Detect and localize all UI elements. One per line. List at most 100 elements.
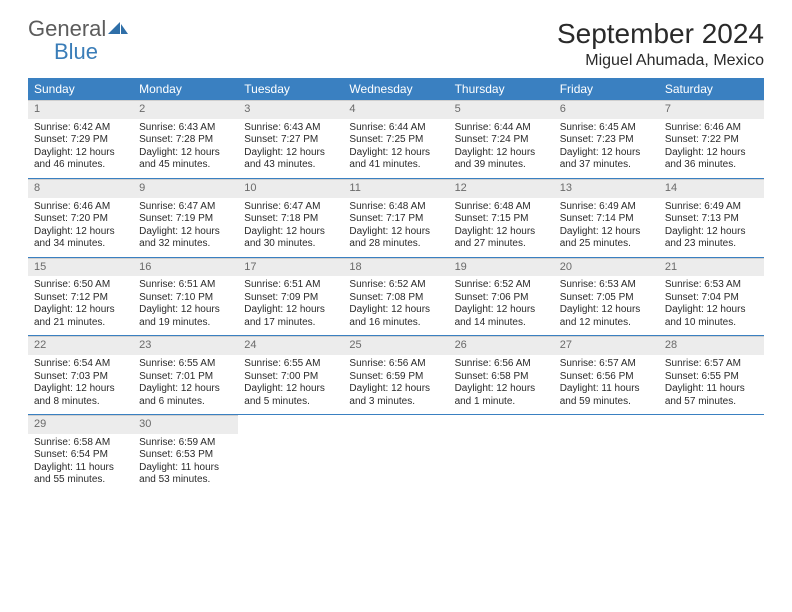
day-number: 24 xyxy=(238,336,343,355)
calendar-cell xyxy=(343,415,448,493)
daylight-text-1: Daylight: 11 hours xyxy=(560,383,653,396)
calendar: Sunday Monday Tuesday Wednesday Thursday… xyxy=(28,78,764,493)
day-number: 22 xyxy=(28,336,133,355)
sunrise-text: Sunrise: 6:43 AM xyxy=(139,122,232,135)
daylight-text-1: Daylight: 11 hours xyxy=(665,383,758,396)
daylight-text-2: and 28 minutes. xyxy=(349,238,442,251)
sunset-text: Sunset: 7:03 PM xyxy=(34,371,127,384)
sunrise-text: Sunrise: 6:46 AM xyxy=(34,201,127,214)
daylight-text-1: Daylight: 12 hours xyxy=(455,304,548,317)
calendar-cell: 8Sunrise: 6:46 AMSunset: 7:20 PMDaylight… xyxy=(28,179,133,257)
day-number: 14 xyxy=(659,179,764,198)
daylight-text-1: Daylight: 12 hours xyxy=(560,147,653,160)
daylight-text-1: Daylight: 12 hours xyxy=(244,383,337,396)
day-header: Wednesday xyxy=(343,78,448,100)
day-body: Sunrise: 6:50 AMSunset: 7:12 PMDaylight:… xyxy=(28,276,133,335)
calendar-cell: 14Sunrise: 6:49 AMSunset: 7:13 PMDayligh… xyxy=(659,179,764,257)
daylight-text-2: and 17 minutes. xyxy=(244,317,337,330)
calendar-cell: 5Sunrise: 6:44 AMSunset: 7:24 PMDaylight… xyxy=(449,100,554,178)
calendar-cell xyxy=(238,415,343,493)
sunset-text: Sunset: 7:25 PM xyxy=(349,134,442,147)
daylight-text-1: Daylight: 12 hours xyxy=(455,147,548,160)
day-number: 2 xyxy=(133,100,238,119)
calendar-cell: 21Sunrise: 6:53 AMSunset: 7:04 PMDayligh… xyxy=(659,258,764,336)
sunrise-text: Sunrise: 6:55 AM xyxy=(244,358,337,371)
day-number: 1 xyxy=(28,100,133,119)
calendar-week: 1Sunrise: 6:42 AMSunset: 7:29 PMDaylight… xyxy=(28,100,764,179)
sunset-text: Sunset: 6:59 PM xyxy=(349,371,442,384)
day-body: Sunrise: 6:54 AMSunset: 7:03 PMDaylight:… xyxy=(28,355,133,414)
day-body: Sunrise: 6:49 AMSunset: 7:13 PMDaylight:… xyxy=(659,198,764,257)
day-number: 20 xyxy=(554,258,659,277)
calendar-cell: 15Sunrise: 6:50 AMSunset: 7:12 PMDayligh… xyxy=(28,258,133,336)
daylight-text-2: and 6 minutes. xyxy=(139,396,232,409)
day-header: Tuesday xyxy=(238,78,343,100)
sunset-text: Sunset: 7:05 PM xyxy=(560,292,653,305)
daylight-text-1: Daylight: 12 hours xyxy=(349,147,442,160)
sunset-text: Sunset: 7:19 PM xyxy=(139,213,232,226)
title-block: September 2024 Miguel Ahumada, Mexico xyxy=(557,18,764,70)
daylight-text-1: Daylight: 12 hours xyxy=(665,226,758,239)
daylight-text-2: and 37 minutes. xyxy=(560,159,653,172)
sunset-text: Sunset: 7:10 PM xyxy=(139,292,232,305)
day-header-row: Sunday Monday Tuesday Wednesday Thursday… xyxy=(28,78,764,100)
day-body: Sunrise: 6:43 AMSunset: 7:27 PMDaylight:… xyxy=(238,119,343,178)
logo: General Blue xyxy=(28,18,130,64)
sunset-text: Sunset: 6:55 PM xyxy=(665,371,758,384)
day-body: Sunrise: 6:58 AMSunset: 6:54 PMDaylight:… xyxy=(28,434,133,493)
sunrise-text: Sunrise: 6:47 AM xyxy=(244,201,337,214)
calendar-cell: 7Sunrise: 6:46 AMSunset: 7:22 PMDaylight… xyxy=(659,100,764,178)
calendar-week: 15Sunrise: 6:50 AMSunset: 7:12 PMDayligh… xyxy=(28,258,764,337)
day-body: Sunrise: 6:53 AMSunset: 7:04 PMDaylight:… xyxy=(659,276,764,335)
day-number: 3 xyxy=(238,100,343,119)
day-header: Sunday xyxy=(28,78,133,100)
day-body: Sunrise: 6:57 AMSunset: 6:56 PMDaylight:… xyxy=(554,355,659,414)
calendar-cell xyxy=(554,415,659,493)
daylight-text-2: and 12 minutes. xyxy=(560,317,653,330)
daylight-text-2: and 5 minutes. xyxy=(244,396,337,409)
sunrise-text: Sunrise: 6:49 AM xyxy=(560,201,653,214)
calendar-cell: 25Sunrise: 6:56 AMSunset: 6:59 PMDayligh… xyxy=(343,336,448,414)
daylight-text-2: and 57 minutes. xyxy=(665,396,758,409)
calendar-cell: 30Sunrise: 6:59 AMSunset: 6:53 PMDayligh… xyxy=(133,415,238,493)
sunrise-text: Sunrise: 6:53 AM xyxy=(560,279,653,292)
calendar-cell: 13Sunrise: 6:49 AMSunset: 7:14 PMDayligh… xyxy=(554,179,659,257)
sunrise-text: Sunrise: 6:58 AM xyxy=(34,437,127,450)
day-body: Sunrise: 6:52 AMSunset: 7:08 PMDaylight:… xyxy=(343,276,448,335)
day-header: Friday xyxy=(554,78,659,100)
day-number: 6 xyxy=(554,100,659,119)
day-header: Thursday xyxy=(449,78,554,100)
sunset-text: Sunset: 7:22 PM xyxy=(665,134,758,147)
sunset-text: Sunset: 7:28 PM xyxy=(139,134,232,147)
sunset-text: Sunset: 7:04 PM xyxy=(665,292,758,305)
daylight-text-1: Daylight: 12 hours xyxy=(665,147,758,160)
daylight-text-1: Daylight: 12 hours xyxy=(139,226,232,239)
sunrise-text: Sunrise: 6:42 AM xyxy=(34,122,127,135)
sunrise-text: Sunrise: 6:52 AM xyxy=(455,279,548,292)
sunrise-text: Sunrise: 6:55 AM xyxy=(139,358,232,371)
sunrise-text: Sunrise: 6:51 AM xyxy=(139,279,232,292)
daylight-text-1: Daylight: 12 hours xyxy=(34,147,127,160)
daylight-text-2: and 36 minutes. xyxy=(665,159,758,172)
sunrise-text: Sunrise: 6:56 AM xyxy=(349,358,442,371)
day-body: Sunrise: 6:56 AMSunset: 6:58 PMDaylight:… xyxy=(449,355,554,414)
daylight-text-1: Daylight: 11 hours xyxy=(139,462,232,475)
sunrise-text: Sunrise: 6:44 AM xyxy=(455,122,548,135)
sunset-text: Sunset: 7:15 PM xyxy=(455,213,548,226)
day-body: Sunrise: 6:47 AMSunset: 7:19 PMDaylight:… xyxy=(133,198,238,257)
daylight-text-2: and 21 minutes. xyxy=(34,317,127,330)
daylight-text-2: and 8 minutes. xyxy=(34,396,127,409)
daylight-text-1: Daylight: 12 hours xyxy=(244,226,337,239)
day-number: 9 xyxy=(133,179,238,198)
day-number: 13 xyxy=(554,179,659,198)
sunset-text: Sunset: 7:09 PM xyxy=(244,292,337,305)
sunrise-text: Sunrise: 6:54 AM xyxy=(34,358,127,371)
day-number: 19 xyxy=(449,258,554,277)
daylight-text-2: and 43 minutes. xyxy=(244,159,337,172)
day-body: Sunrise: 6:51 AMSunset: 7:10 PMDaylight:… xyxy=(133,276,238,335)
calendar-cell: 6Sunrise: 6:45 AMSunset: 7:23 PMDaylight… xyxy=(554,100,659,178)
daylight-text-1: Daylight: 12 hours xyxy=(349,304,442,317)
day-body: Sunrise: 6:47 AMSunset: 7:18 PMDaylight:… xyxy=(238,198,343,257)
day-body: Sunrise: 6:43 AMSunset: 7:28 PMDaylight:… xyxy=(133,119,238,178)
daylight-text-2: and 25 minutes. xyxy=(560,238,653,251)
